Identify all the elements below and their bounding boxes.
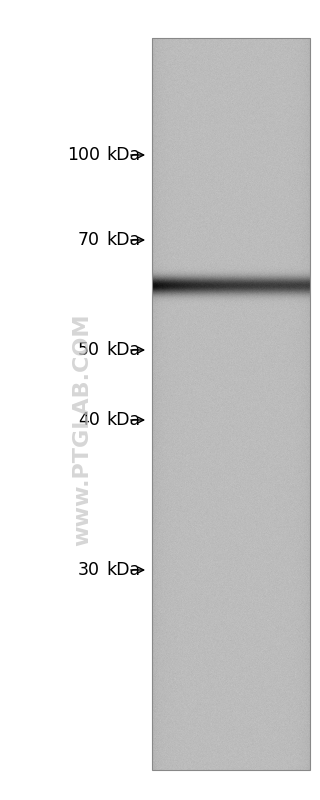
Text: kDa: kDa (106, 411, 140, 429)
Text: 100: 100 (67, 146, 100, 164)
Text: 30: 30 (78, 561, 100, 579)
Bar (152, 38, 310, 770)
Text: kDa: kDa (106, 341, 140, 359)
Text: kDa: kDa (106, 231, 140, 249)
Text: 50: 50 (78, 341, 100, 359)
Text: kDa: kDa (106, 146, 140, 164)
Text: 40: 40 (78, 411, 100, 429)
Text: www.PTGLAB.COM: www.PTGLAB.COM (72, 314, 92, 546)
Text: 70: 70 (78, 231, 100, 249)
Text: kDa: kDa (106, 561, 140, 579)
